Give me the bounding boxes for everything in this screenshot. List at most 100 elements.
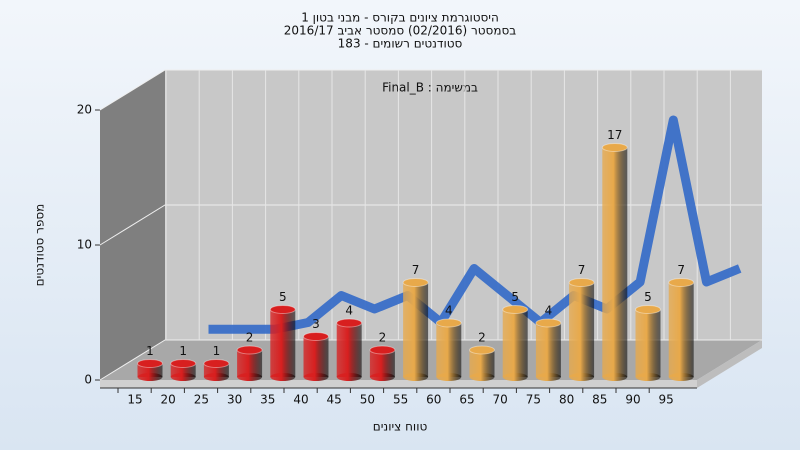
bar [435,318,462,381]
bar-body [303,336,329,377]
y-axis-label: מספר סטודנטים [33,204,47,287]
grid-line [99,69,762,111]
bar [137,359,163,381]
value-label: 2 [478,331,486,345]
bar-top [469,345,495,355]
bar-base [170,373,196,381]
bar-body [668,282,694,377]
bar-top [601,143,628,152]
floor-edge [697,340,762,388]
value-label: 1 [146,344,154,358]
bar [502,305,529,381]
x-tick-label: 45 [327,393,342,407]
bar-top [668,278,695,287]
bar-base [237,373,263,381]
bar-base [569,373,595,381]
bar [601,143,628,381]
bar [535,318,562,381]
bar-top [303,332,329,341]
bar-base [668,373,694,381]
value-label: 2 [246,331,254,345]
value-label: 7 [412,263,420,277]
y-tick-label: 10 [77,238,92,252]
x-tick-label: 25 [194,393,209,407]
value-label: 2 [379,331,387,345]
bar-body [569,282,595,377]
bar-base [369,373,395,381]
bar-base [137,373,163,381]
bar-top [203,359,230,368]
x-tick-label: 55 [393,393,408,407]
bar-top [137,359,163,368]
bar-base [203,373,229,381]
value-label: 4 [345,304,353,318]
bar [236,345,263,381]
value-label: 1 [213,344,221,358]
grid-line [99,339,762,381]
value-label: 4 [545,304,553,318]
x-tick-label: 50 [360,393,375,407]
y-tick-label: 20 [77,103,92,117]
bar-body [270,309,296,377]
value-label: 1 [179,344,187,358]
value-label: 7 [677,263,685,277]
bar-body [469,350,495,377]
y-tick-label: 0 [84,373,92,387]
bar-top [435,318,462,328]
bar-top [336,318,363,328]
value-label: 7 [578,263,586,277]
bar [469,345,495,381]
value-label: 5 [644,290,652,304]
bar [668,278,695,381]
bar-body [336,323,362,377]
bar-base [336,373,362,381]
bar-body [436,323,462,377]
bar-body [602,147,628,377]
bar-base [535,373,561,381]
bar-body [403,282,429,377]
bar [203,359,230,381]
x-tick-label: 60 [426,393,441,407]
bar-top [170,359,197,368]
bar-body [502,309,528,377]
value-label: 4 [445,304,453,318]
x-tick-label: 35 [260,393,275,407]
bar-base [403,373,429,381]
bar-base [502,373,528,381]
bar-top [269,305,296,314]
bar [336,318,363,381]
value-label: 17 [607,128,622,142]
bar-base [602,373,628,381]
x-tick-label: 70 [493,393,508,407]
floor [100,340,762,380]
bar [369,345,396,381]
title-line: היסטוגרמת ציונים בקורס - מבני בטון 1 [301,11,499,25]
title-line: סטודנטים רשומים - 183 [338,37,463,51]
bar-top [369,345,396,355]
x-axis-label: טווח ציונים [373,420,428,434]
x-tick-label: 75 [526,393,541,407]
x-tick-label: 20 [161,393,176,407]
subtitle: Final_B : במשימה [382,81,478,95]
bar [635,305,661,381]
grid-line [99,204,762,246]
bar [402,278,429,381]
value-label: 3 [312,317,320,331]
bar [269,305,296,381]
title-line: בסמסטר (02/2016) סמסטר אביב 2016/17 [284,24,516,38]
bar [568,278,595,381]
bar-base [303,373,329,381]
bar-top [568,278,595,287]
floor-edge [100,380,697,388]
bar-base [469,373,495,381]
bar-body [535,323,561,377]
bar-body [369,350,395,377]
x-tick-label: 80 [559,393,574,407]
bar-base [270,373,296,381]
x-tick-label: 15 [127,393,142,407]
x-tick-label: 65 [459,393,474,407]
x-tick-label: 90 [625,393,640,407]
bar-base [635,373,661,381]
bar-base [436,373,462,381]
